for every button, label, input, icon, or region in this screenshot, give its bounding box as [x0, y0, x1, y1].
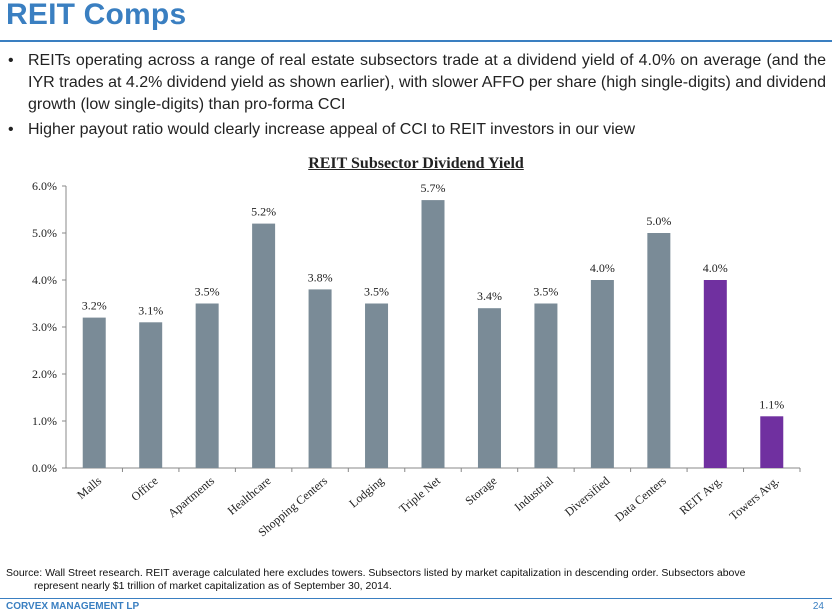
- footer-divider: [0, 598, 832, 599]
- x-tick-label: Malls: [74, 473, 104, 502]
- x-tick-label: Towers Avg.: [727, 474, 782, 523]
- data-label: 4.0%: [703, 261, 728, 275]
- bar-healthcare: [252, 223, 276, 468]
- data-label: 5.0%: [646, 214, 671, 228]
- x-tick-label: Storage: [462, 474, 499, 508]
- page-title: REIT Comps: [6, 0, 187, 31]
- y-tick-label: 1.0%: [32, 414, 57, 428]
- x-tick-label: Data Centers: [612, 473, 669, 524]
- x-tick-label: Diversified: [562, 474, 612, 519]
- data-label: 3.4%: [477, 289, 502, 303]
- bar-shopping-centers: [308, 289, 332, 468]
- bar-towers-avg: [760, 416, 784, 468]
- data-label: 5.2%: [251, 205, 276, 219]
- source-note: Source: Wall Street research. REIT avera…: [6, 567, 806, 593]
- x-tick-label: REIT Avg.: [677, 474, 725, 518]
- bar-reit-avg: [703, 280, 727, 468]
- source-line-1: Source: Wall Street research. REIT avera…: [6, 567, 746, 579]
- bullet-item: Higher payout ratio would clearly increa…: [6, 119, 826, 141]
- data-label: 3.5%: [364, 285, 389, 299]
- data-label: 4.0%: [590, 261, 615, 275]
- page-number: 24: [812, 601, 824, 612]
- data-label: 3.8%: [308, 270, 333, 284]
- bar-apartments: [195, 303, 219, 468]
- x-tick-label: Lodging: [346, 474, 386, 511]
- x-tick-label: Industrial: [512, 473, 557, 514]
- x-tick-label: Triple Net: [396, 473, 443, 516]
- bar-diversified: [590, 280, 614, 468]
- y-tick-label: 0.0%: [32, 461, 57, 475]
- bar-storage: [477, 308, 501, 468]
- source-line-2: represent nearly $1 trillion of market c…: [34, 580, 392, 592]
- x-tick-label: Healthcare: [225, 474, 274, 518]
- bullet-list: REITs operating across a range of real e…: [6, 50, 826, 144]
- bar-malls: [82, 317, 106, 468]
- data-label: 3.5%: [533, 285, 558, 299]
- y-tick-label: 3.0%: [32, 320, 57, 334]
- bar-lodging: [365, 303, 389, 468]
- bar-industrial: [534, 303, 558, 468]
- bar-triple-net: [421, 200, 445, 468]
- data-label: 3.1%: [138, 303, 163, 317]
- bar-chart: 0.0% 1.0% 2.0% 3.0% 4.0% 5.0% 6.0% 3.2% Malls 3.1…: [32, 179, 801, 539]
- chart-title: REIT Subsector Dividend Yield: [308, 155, 524, 172]
- data-label: 1.1%: [759, 397, 784, 411]
- y-tick-label: 4.0%: [32, 273, 57, 287]
- data-label: 5.7%: [421, 181, 446, 195]
- data-label: 3.2%: [82, 299, 107, 313]
- footer-company: CORVEX MANAGEMENT LP: [6, 601, 140, 612]
- x-tick-label: Apartments: [165, 473, 217, 520]
- y-tick-label: 2.0%: [32, 367, 57, 381]
- y-tick-label: 6.0%: [32, 179, 57, 193]
- bullet-item: REITs operating across a range of real e…: [6, 50, 826, 116]
- x-tick-label: Office: [128, 474, 160, 504]
- bar-office: [139, 322, 163, 468]
- title-divider: [0, 40, 832, 42]
- data-label: 3.5%: [195, 285, 220, 299]
- y-tick-label: 5.0%: [32, 226, 57, 240]
- bar-data-centers: [647, 233, 671, 468]
